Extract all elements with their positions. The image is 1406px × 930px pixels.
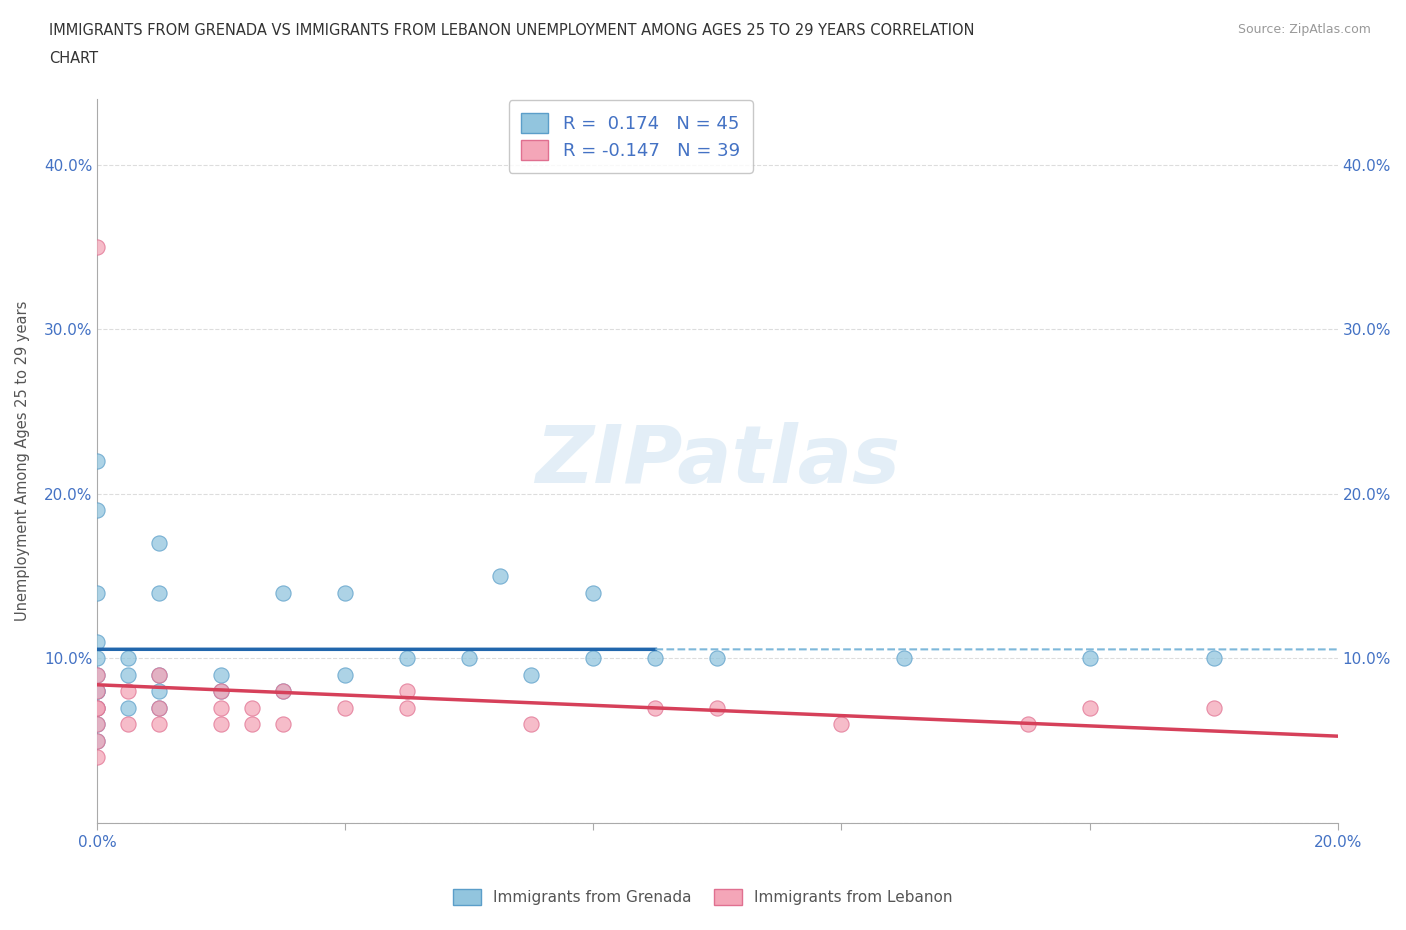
Text: CHART: CHART bbox=[49, 51, 98, 66]
Point bbox=[1078, 651, 1101, 666]
Point bbox=[148, 668, 170, 683]
Point bbox=[86, 700, 108, 715]
Point bbox=[335, 585, 357, 600]
Point bbox=[1017, 717, 1039, 732]
Point bbox=[209, 717, 232, 732]
Point bbox=[1078, 700, 1101, 715]
Point bbox=[86, 684, 108, 698]
Point bbox=[86, 454, 108, 469]
Point bbox=[148, 668, 170, 683]
Point bbox=[644, 700, 666, 715]
Text: Source: ZipAtlas.com: Source: ZipAtlas.com bbox=[1237, 23, 1371, 36]
Point bbox=[458, 651, 481, 666]
Point bbox=[86, 717, 108, 732]
Point bbox=[335, 668, 357, 683]
Point bbox=[209, 684, 232, 698]
Point bbox=[271, 717, 294, 732]
Point bbox=[86, 734, 108, 749]
Point bbox=[148, 536, 170, 551]
Point bbox=[86, 503, 108, 518]
Point bbox=[240, 700, 263, 715]
Point bbox=[86, 585, 108, 600]
Point bbox=[117, 651, 139, 666]
Point bbox=[117, 700, 139, 715]
Point bbox=[644, 651, 666, 666]
Legend: R =  0.174   N = 45, R = -0.147   N = 39: R = 0.174 N = 45, R = -0.147 N = 39 bbox=[509, 100, 752, 173]
Point bbox=[117, 717, 139, 732]
Point bbox=[86, 700, 108, 715]
Point bbox=[117, 668, 139, 683]
Point bbox=[86, 684, 108, 698]
Point bbox=[489, 569, 512, 584]
Point bbox=[86, 684, 108, 698]
Point bbox=[520, 717, 543, 732]
Point bbox=[148, 717, 170, 732]
Point bbox=[396, 684, 419, 698]
Point bbox=[335, 700, 357, 715]
Point bbox=[396, 651, 419, 666]
Point bbox=[706, 651, 728, 666]
Point bbox=[830, 717, 852, 732]
Point bbox=[86, 700, 108, 715]
Point bbox=[1202, 651, 1225, 666]
Point bbox=[582, 585, 605, 600]
Point bbox=[148, 700, 170, 715]
Text: ZIPatlas: ZIPatlas bbox=[534, 422, 900, 500]
Legend: Immigrants from Grenada, Immigrants from Lebanon: Immigrants from Grenada, Immigrants from… bbox=[447, 883, 959, 911]
Point bbox=[148, 700, 170, 715]
Point bbox=[86, 668, 108, 683]
Point bbox=[86, 734, 108, 749]
Point bbox=[271, 585, 294, 600]
Point bbox=[86, 668, 108, 683]
Point bbox=[86, 651, 108, 666]
Point bbox=[706, 700, 728, 715]
Point bbox=[86, 717, 108, 732]
Point bbox=[209, 700, 232, 715]
Point bbox=[582, 651, 605, 666]
Point bbox=[86, 634, 108, 649]
Point bbox=[520, 668, 543, 683]
Text: IMMIGRANTS FROM GRENADA VS IMMIGRANTS FROM LEBANON UNEMPLOYMENT AMONG AGES 25 TO: IMMIGRANTS FROM GRENADA VS IMMIGRANTS FR… bbox=[49, 23, 974, 38]
Point bbox=[86, 239, 108, 254]
Point bbox=[209, 684, 232, 698]
Point bbox=[271, 684, 294, 698]
Point bbox=[209, 668, 232, 683]
Point bbox=[117, 684, 139, 698]
Point bbox=[396, 700, 419, 715]
Point bbox=[893, 651, 915, 666]
Point bbox=[148, 585, 170, 600]
Point bbox=[271, 684, 294, 698]
Point bbox=[148, 684, 170, 698]
Y-axis label: Unemployment Among Ages 25 to 29 years: Unemployment Among Ages 25 to 29 years bbox=[15, 300, 30, 621]
Point bbox=[1202, 700, 1225, 715]
Point bbox=[86, 750, 108, 764]
Point bbox=[240, 717, 263, 732]
